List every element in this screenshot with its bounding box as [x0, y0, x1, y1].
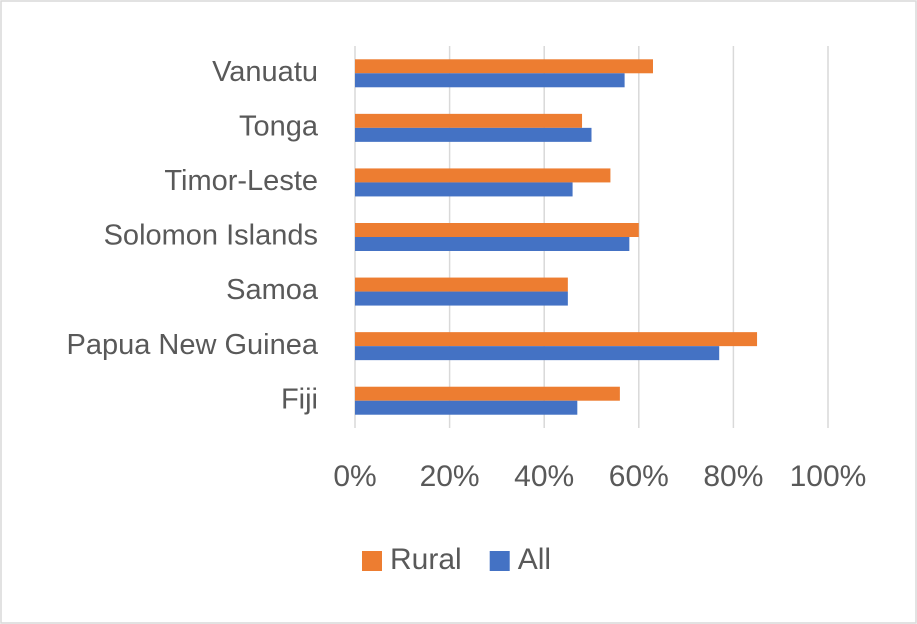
bar: [355, 182, 573, 197]
bar: [355, 400, 578, 415]
legend-label: Rural: [390, 543, 462, 576]
bar: [355, 346, 720, 361]
y-tick-label: Papua New Guinea: [67, 329, 319, 361]
x-tick-label: 80%: [703, 460, 763, 493]
x-tick-label: 20%: [420, 460, 480, 493]
bar: [355, 237, 630, 251]
legend-swatch: [489, 551, 510, 571]
bar: [355, 291, 568, 306]
legend-swatch: [362, 551, 382, 571]
y-tick-label: Samoa: [226, 274, 319, 306]
x-tick-label: 60%: [609, 460, 669, 493]
x-tick-label: 40%: [514, 460, 574, 493]
y-tick-label: Vanuatu: [212, 56, 318, 88]
bar: [355, 73, 625, 88]
y-tick-label: Timor-Leste: [164, 165, 318, 197]
bar: [355, 127, 592, 142]
bar: [355, 113, 583, 128]
x-tick-label: 0%: [333, 460, 376, 493]
bar: [355, 332, 758, 347]
x-tick-label: 100%: [790, 460, 867, 493]
bar: [355, 223, 639, 237]
legend-label: All: [518, 543, 551, 576]
bar: [355, 386, 620, 401]
bar: [355, 168, 611, 183]
y-tick-label: Solomon Islands: [104, 220, 318, 252]
y-tick-label: Fiji: [281, 383, 318, 415]
bar: [355, 277, 568, 292]
y-tick-label: Tonga: [239, 111, 319, 143]
bar: [355, 59, 653, 74]
